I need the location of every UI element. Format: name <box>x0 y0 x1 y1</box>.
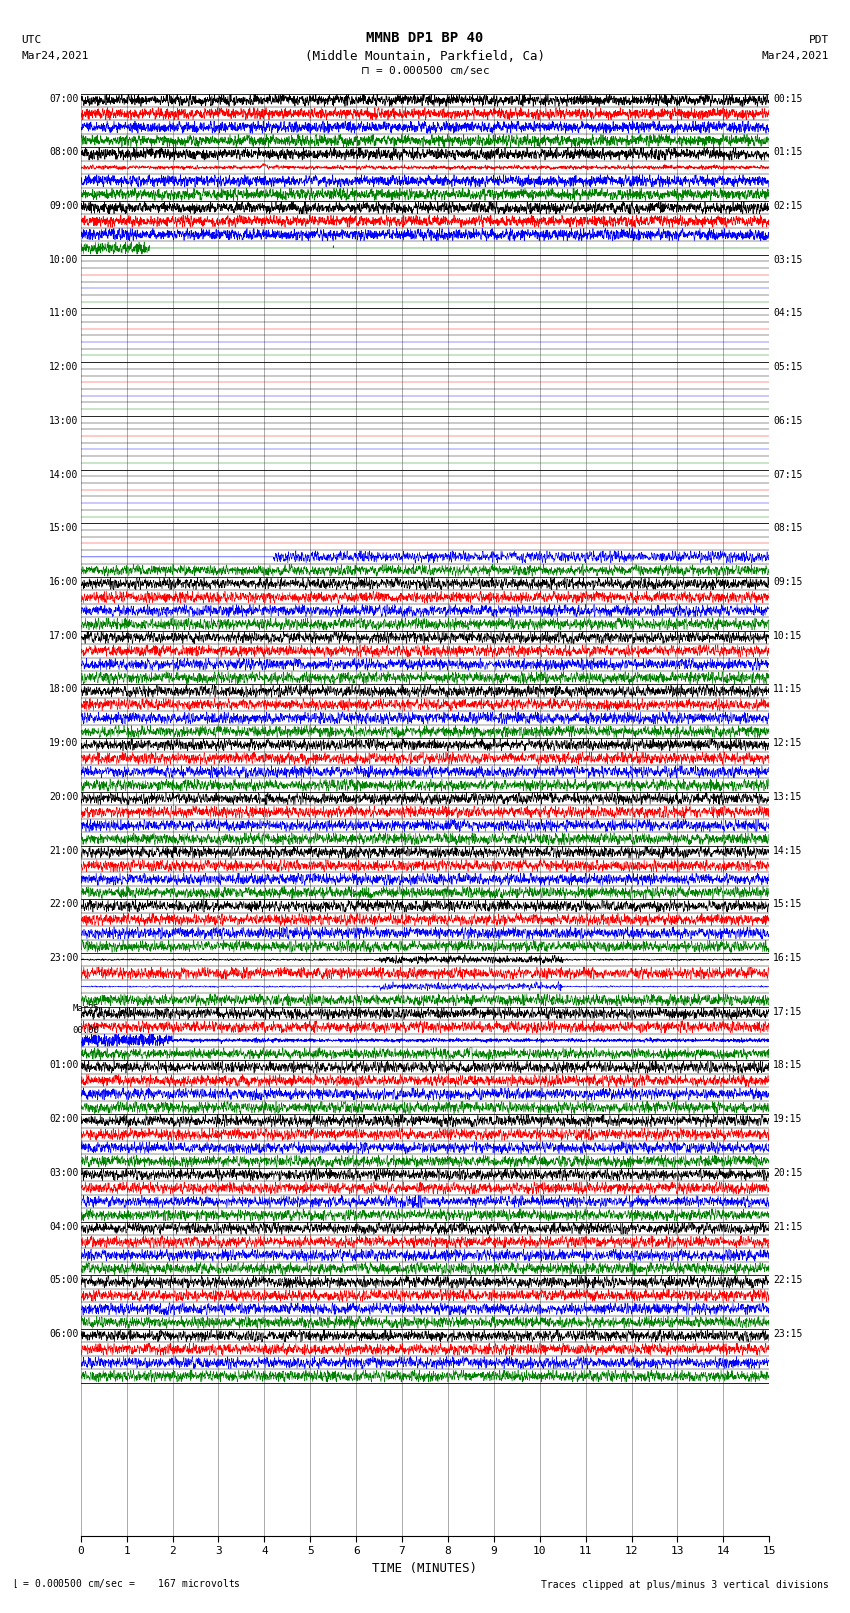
Text: 02:15: 02:15 <box>773 202 802 211</box>
Text: 14:15: 14:15 <box>773 845 802 855</box>
Text: 02:00: 02:00 <box>49 1115 78 1124</box>
Text: 01:00: 01:00 <box>49 1060 78 1071</box>
Text: UTC: UTC <box>21 35 42 45</box>
Text: 13:15: 13:15 <box>773 792 802 802</box>
Text: 10:00: 10:00 <box>49 255 78 265</box>
Text: 19:15: 19:15 <box>773 1115 802 1124</box>
Text: 00:15: 00:15 <box>773 94 802 103</box>
Text: 17:15: 17:15 <box>773 1007 802 1016</box>
Text: 13:00: 13:00 <box>49 416 78 426</box>
Text: 00:00: 00:00 <box>72 1026 99 1034</box>
Text: 04:15: 04:15 <box>773 308 802 318</box>
Text: 22:15: 22:15 <box>773 1276 802 1286</box>
Text: 09:15: 09:15 <box>773 577 802 587</box>
Text: 21:15: 21:15 <box>773 1221 802 1232</box>
Text: 18:00: 18:00 <box>49 684 78 695</box>
Text: Mar25,: Mar25, <box>72 1003 105 1013</box>
Text: 04:00: 04:00 <box>49 1221 78 1232</box>
Text: 23:00: 23:00 <box>49 953 78 963</box>
Text: Mar24,2021: Mar24,2021 <box>21 52 88 61</box>
Text: 11:15: 11:15 <box>773 684 802 695</box>
Text: 08:15: 08:15 <box>773 523 802 534</box>
Text: 20:00: 20:00 <box>49 792 78 802</box>
Text: 03:15: 03:15 <box>773 255 802 265</box>
Text: 03:00: 03:00 <box>49 1168 78 1177</box>
Text: 21:00: 21:00 <box>49 845 78 855</box>
Text: (Middle Mountain, Parkfield, Ca): (Middle Mountain, Parkfield, Ca) <box>305 50 545 63</box>
Text: 14:00: 14:00 <box>49 469 78 479</box>
Text: 11:00: 11:00 <box>49 308 78 318</box>
Text: 15:00: 15:00 <box>49 523 78 534</box>
Text: 07:15: 07:15 <box>773 469 802 479</box>
Text: 12:15: 12:15 <box>773 739 802 748</box>
Text: 01:15: 01:15 <box>773 147 802 158</box>
Text: 07:00: 07:00 <box>49 94 78 103</box>
Text: 17:00: 17:00 <box>49 631 78 640</box>
Text: 22:00: 22:00 <box>49 900 78 910</box>
Text: $\sqcap$ = 0.000500 cm/sec: $\sqcap$ = 0.000500 cm/sec <box>360 65 490 77</box>
Text: 05:15: 05:15 <box>773 363 802 373</box>
Text: MMNB DP1 BP 40: MMNB DP1 BP 40 <box>366 31 484 45</box>
Text: 05:00: 05:00 <box>49 1276 78 1286</box>
Text: 08:00: 08:00 <box>49 147 78 158</box>
Text: Traces clipped at plus/minus 3 vertical divisions: Traces clipped at plus/minus 3 vertical … <box>541 1581 829 1590</box>
Text: 06:00: 06:00 <box>49 1329 78 1339</box>
Text: $\lfloor$ = 0.000500 cm/sec =    167 microvolts: $\lfloor$ = 0.000500 cm/sec = 167 microv… <box>13 1578 241 1590</box>
Text: 16:15: 16:15 <box>773 953 802 963</box>
Text: 10:15: 10:15 <box>773 631 802 640</box>
Text: 18:15: 18:15 <box>773 1060 802 1071</box>
Text: 09:00: 09:00 <box>49 202 78 211</box>
Text: 16:00: 16:00 <box>49 577 78 587</box>
Text: 23:15: 23:15 <box>773 1329 802 1339</box>
Text: 15:15: 15:15 <box>773 900 802 910</box>
X-axis label: TIME (MINUTES): TIME (MINUTES) <box>372 1561 478 1574</box>
Text: 20:15: 20:15 <box>773 1168 802 1177</box>
Text: PDT: PDT <box>808 35 829 45</box>
Text: 06:15: 06:15 <box>773 416 802 426</box>
Text: Mar24,2021: Mar24,2021 <box>762 52 829 61</box>
Text: 19:00: 19:00 <box>49 739 78 748</box>
Text: 12:00: 12:00 <box>49 363 78 373</box>
